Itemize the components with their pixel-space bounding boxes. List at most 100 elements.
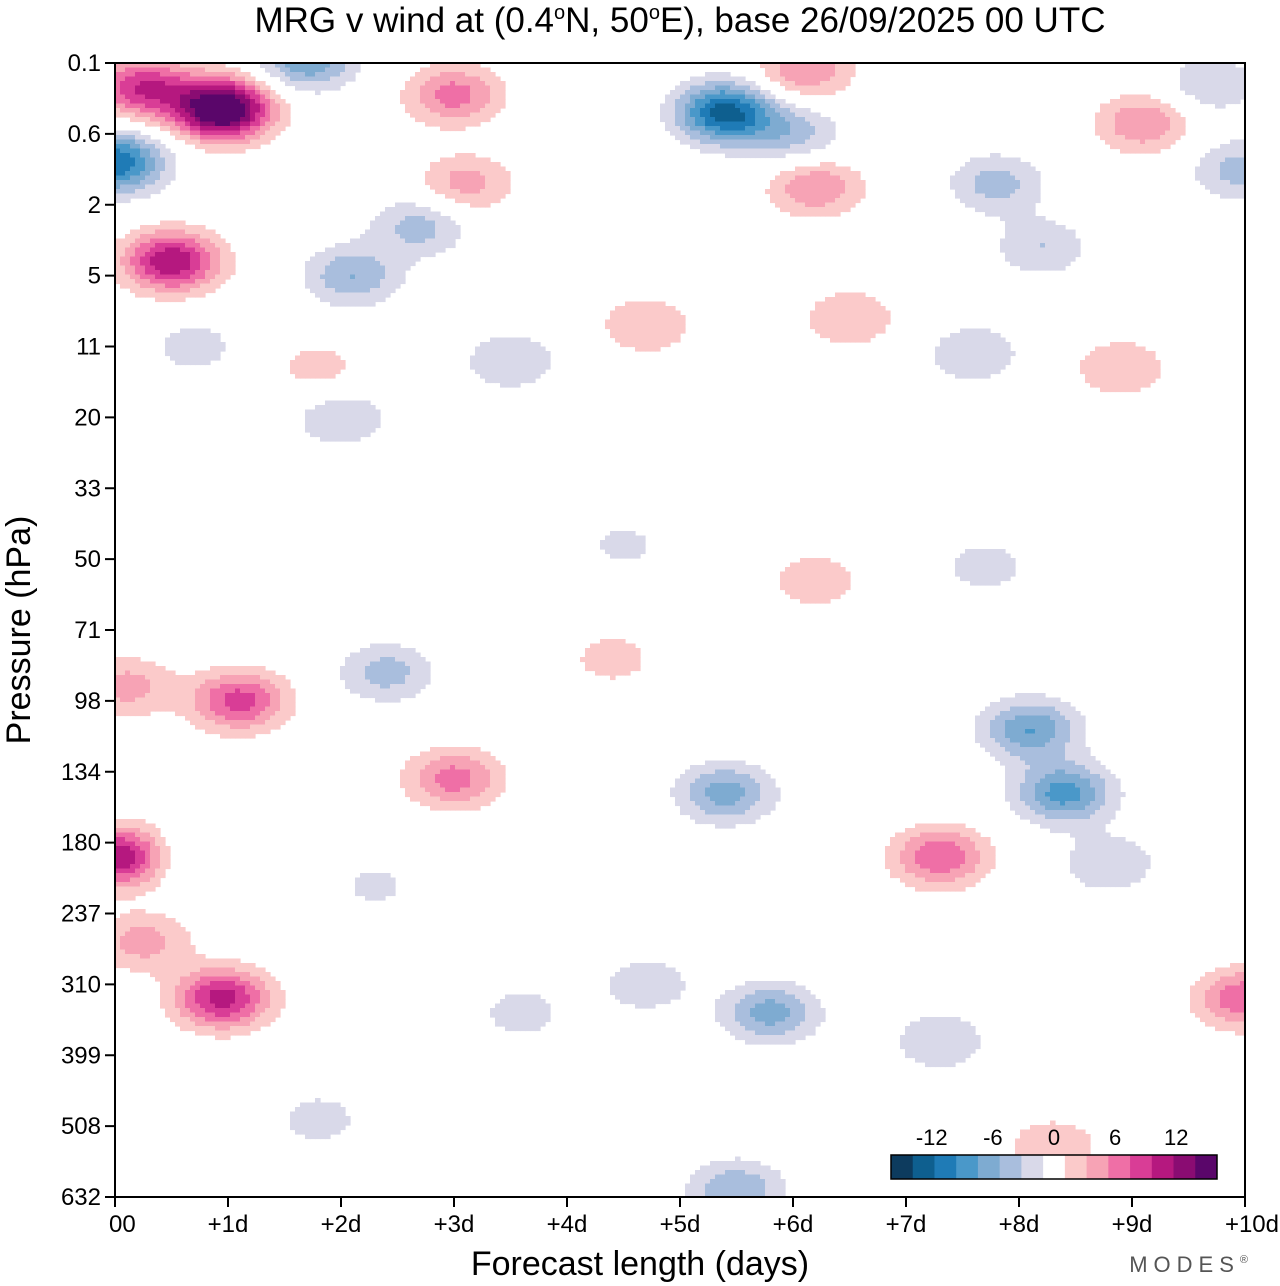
field-cell [640,319,646,325]
field-cell [945,364,951,370]
field-cell [195,261,201,267]
field-cell [1135,135,1141,141]
field-cell [475,157,481,163]
field-cell [960,337,966,343]
field-cell [1155,144,1161,150]
field-cell [500,189,506,195]
field-cell [810,81,816,87]
field-cell [225,139,231,145]
field-cell [215,283,221,289]
field-cell [1085,369,1091,375]
field-cell [795,189,801,195]
field-cell [755,130,761,136]
field-cell [860,310,866,316]
field-cell [380,643,386,649]
field-cell [1215,175,1221,181]
field-cell [750,81,756,87]
field-cell [615,535,621,541]
field-cell [285,121,291,127]
field-cell [730,148,736,154]
field-cell [285,112,291,118]
field-cell [630,553,636,559]
field-cell [210,256,216,262]
field-cell [135,112,141,118]
field-cell [225,67,231,73]
field-cell [350,301,356,307]
field-cell [1110,351,1116,357]
field-cell [340,283,346,289]
field-cell [1160,144,1166,150]
field-cell [235,81,241,87]
field-cell [975,580,981,586]
field-cell [140,166,146,172]
field-cell [325,351,331,357]
field-cell [1240,144,1245,150]
field-cell [970,553,976,559]
field-cell [245,121,251,127]
field-cell [820,567,826,573]
field-cell [425,117,431,123]
field-cell [170,162,176,168]
field-cell [195,135,201,141]
field-cell [330,414,336,420]
field-cell [975,360,981,366]
field-cell [165,76,171,82]
field-cell [415,220,421,226]
field-cell [1105,135,1111,141]
field-cell [850,67,856,73]
field-cell [165,153,171,159]
field-cell [970,189,976,195]
field-cell [185,342,191,348]
field-cell [625,535,631,541]
field-cell [205,274,211,280]
field-cell [670,117,676,123]
field-cell [390,220,396,226]
field-cell [160,297,166,303]
field-cell [435,234,441,240]
field-cell [420,657,426,663]
field-cell [165,274,171,280]
field-cell [620,652,626,658]
field-cell [160,90,166,96]
field-cell [975,562,981,568]
field-cell [445,108,451,114]
field-cell [800,117,806,123]
field-cell [730,81,736,87]
field-cell [320,256,326,262]
field-cell [790,207,796,213]
field-cell [485,193,491,199]
field-cell [385,670,391,676]
field-cell [225,684,231,690]
field-cell [160,288,166,294]
field-cell [150,661,156,667]
field-cell [700,94,706,100]
field-cell [810,315,816,321]
field-cell [725,135,731,141]
field-cell [460,67,466,73]
field-cell [350,265,356,271]
field-cell [820,315,826,321]
field-cell [430,112,436,118]
field-cell [655,301,661,307]
field-cell [1025,171,1031,177]
field-cell [1065,234,1071,240]
field-cell [145,103,151,109]
field-cell [1145,94,1151,100]
field-cell [210,270,216,276]
field-cell [235,76,241,82]
field-cell [175,360,181,366]
field-cell [865,306,871,312]
field-cell [210,135,216,141]
field-cell [840,193,846,199]
field-cell [500,184,506,190]
field-cell [140,139,146,145]
field-cell [795,81,801,87]
field-cell [370,657,376,663]
field-cell [315,76,321,82]
field-cell [370,292,376,298]
field-cell [1005,207,1011,213]
field-cell [825,162,831,168]
field-cell [270,135,276,141]
field-cell [750,117,756,123]
field-cell [185,130,191,136]
